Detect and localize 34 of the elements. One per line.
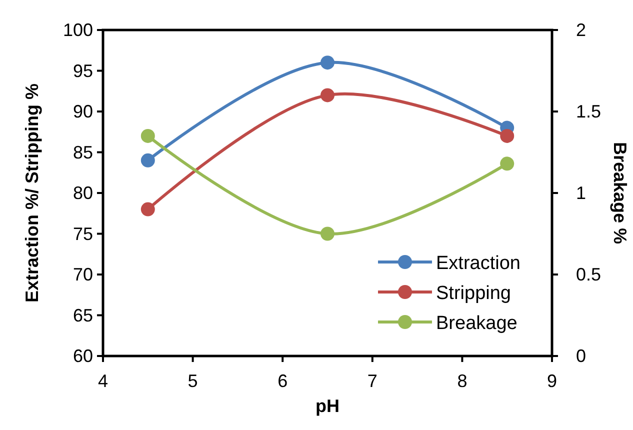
y2-tick-label: 0.5	[576, 264, 602, 284]
y-tick-label: 100	[62, 20, 93, 40]
x-tick-label: 4	[98, 371, 108, 391]
y-tick-label: 80	[72, 183, 93, 203]
y-tick-label: 90	[72, 102, 93, 122]
point	[320, 88, 334, 102]
y-tick-label: 70	[72, 264, 93, 284]
x-tick-label: 5	[188, 371, 198, 391]
point	[140, 153, 155, 168]
y2-tick-label: 0	[576, 346, 586, 366]
x-axis-title: pH	[316, 396, 340, 416]
x-tick-label: 7	[367, 371, 378, 391]
legend-label: Extraction	[436, 253, 520, 274]
y2-tick-label: 1	[576, 183, 586, 203]
y-tick-label: 95	[72, 60, 93, 81]
point	[320, 56, 334, 70]
legend-label: Breakage	[436, 313, 518, 334]
point	[140, 128, 155, 143]
y-tick-label: 85	[72, 142, 93, 162]
y-tick-label: 60	[72, 346, 93, 366]
y-axis-title: Extraction %/ Stripping %	[22, 83, 42, 303]
x-tick-label: 9	[546, 371, 558, 391]
point	[500, 156, 514, 171]
x-tick-label: 6	[278, 371, 288, 391]
point	[140, 202, 155, 216]
legend-label: Stripping	[436, 283, 511, 304]
y2-tick-label: 2	[576, 20, 586, 40]
y2-axis-title: Breakage %	[610, 142, 630, 244]
y-tick-label: 75	[72, 224, 93, 244]
y2-tick-label: 1.5	[576, 102, 602, 122]
x-tick-label: 8	[457, 371, 468, 391]
point	[320, 226, 334, 241]
point	[500, 128, 514, 143]
y-tick-label: 65	[72, 305, 93, 326]
